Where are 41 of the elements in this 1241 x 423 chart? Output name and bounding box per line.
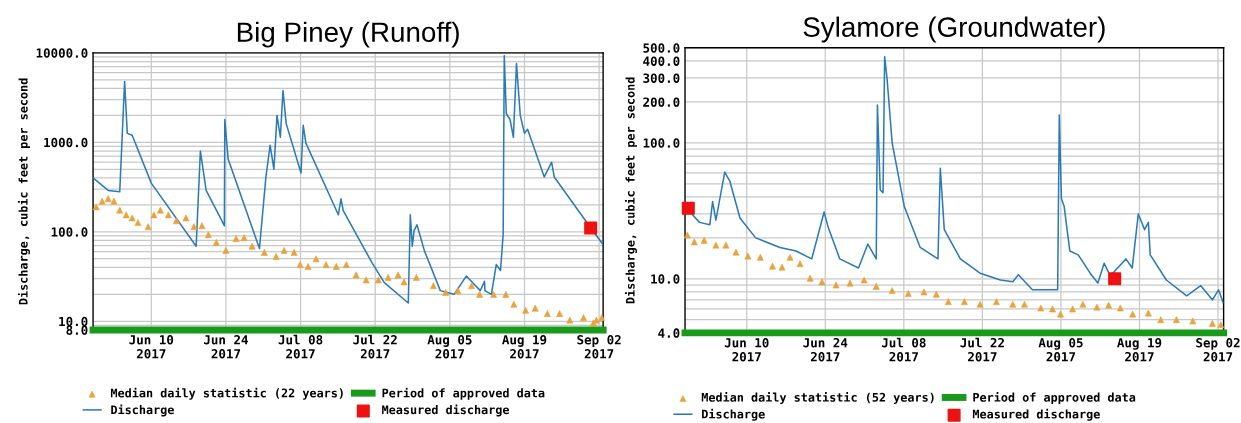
y-tick-label: 10.0 [651, 274, 680, 284]
x-tick-label: Jun 10 2017 [129, 335, 174, 359]
y-tick-label: 10.0 [59, 316, 88, 327]
legend-label: Discharge [702, 408, 765, 421]
x-tick-label: Aug 19 2017 [502, 335, 547, 359]
x-tick-label: Jun 24 2017 [204, 335, 248, 359]
x-tick-label: Jul 08 2017 [881, 337, 926, 362]
x-tick-label: Jul 22 2017 [353, 334, 397, 359]
legend-label: Median daily statistic (52 years) [701, 391, 934, 405]
point [1108, 272, 1122, 286]
x-tick-label: Jun 10 2017 [724, 337, 769, 362]
y-tick-label: 200.0 [643, 97, 680, 107]
point [681, 201, 695, 215]
legend-label: Measured discharge [382, 404, 510, 417]
x-tick-label: Aug 05 2017 [427, 335, 472, 359]
legend-label: Median daily statistic (22 years) [110, 387, 343, 400]
legend-label: Measured discharge [972, 408, 1100, 421]
x-tick-label: Jun 24 2017 [803, 337, 848, 362]
y-axis-title: Discharge, cubic feet per second [624, 77, 637, 304]
x-tick-label: Sep 02 2017 [577, 335, 621, 359]
y-tick-label: 1000.0 [44, 137, 88, 148]
x-tick-label: Aug 19 2017 [1117, 338, 1162, 362]
point [584, 221, 598, 235]
x-tick-label: Jul 22 2017 [960, 337, 1004, 362]
y-tick-label: 100.0 [51, 227, 88, 237]
legend-label: Discharge [111, 404, 174, 417]
y-tick-label: 10000.0 [36, 48, 88, 58]
y-axis-title: Discharge, cubic feet per second [17, 78, 30, 305]
y-tick-label: 4.0 [658, 328, 680, 338]
x-tick-label: Jul 08 2017 [278, 334, 323, 359]
legend-label: Period of approved data [973, 391, 1136, 405]
x-tick-label: Aug 05 2017 [1038, 337, 1083, 362]
y-tick-label: 8.0 [66, 325, 88, 335]
x-tick-label: Sep 02 2017 [1196, 337, 1240, 362]
y-tick-label: 500.0 [643, 43, 680, 53]
legend-label: Period of approved data [382, 387, 545, 400]
y-tick-label: 400.0 [643, 56, 680, 66]
y-tick-label: 300.0 [643, 73, 680, 83]
chart-title: Big Piney (Runoff) [237, 21, 459, 48]
y-tick-label: 100.0 [643, 138, 680, 148]
chart-title: Sylamore (Groundwater) [803, 16, 1105, 43]
